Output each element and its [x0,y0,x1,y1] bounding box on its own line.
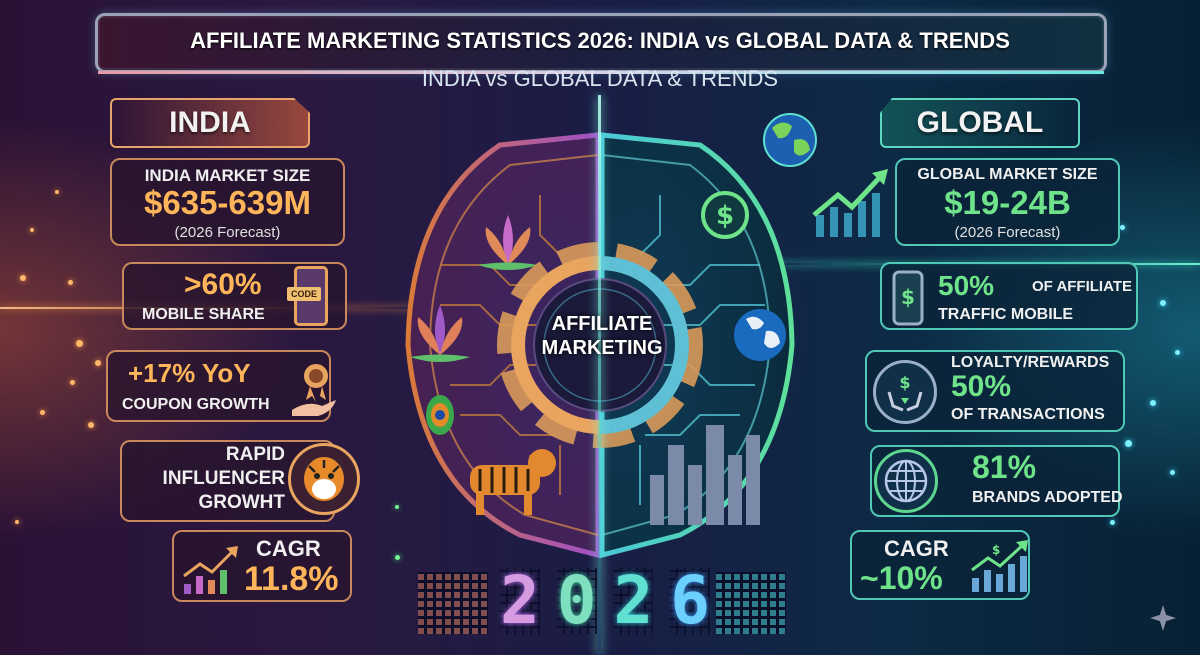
tiger-illustration [470,449,556,515]
center-label: AFFILIATE MARKETING [532,312,672,360]
india-market-size-note: (2026 Forecast) [174,224,281,241]
earth-globe-icon [763,113,817,167]
india-cagr-label: CAGR [256,536,321,561]
india-market-size-value: $635-639M [144,184,311,221]
particle [55,190,59,194]
india-cagr-value: 11.8% [244,560,339,598]
global-brands-value: 81% [972,449,1037,485]
global-loyalty-card: $ LOYALTY/REWARDS 50% OF TRANSACTIONS [865,350,1125,432]
global-mobile-label-a: OF AFFILIATE [1032,278,1132,295]
global-market-size-value: $19-24B [944,184,1071,221]
svg-text:$: $ [716,201,734,231]
particle [1170,470,1175,475]
title-frame [95,13,1107,74]
svg-text:$: $ [899,373,910,392]
page-subtitle: INDIA vs GLOBAL DATA & TRENDS [421,66,779,91]
india-influencer-line2: INFLUENCER [162,468,285,489]
center-label-line2: MARKETING [541,337,663,359]
year-digit: 2 [500,562,540,639]
india-cagr-card: CAGR 11.8% [172,530,352,602]
particle [95,360,101,366]
pixel-decoration-right [716,572,786,634]
phone-coupon-code-icon: CODE [287,266,328,326]
global-market-size-label: GLOBAL MARKET SIZE [917,166,1098,183]
particle [88,422,94,428]
particle [395,505,399,509]
center-divider [598,95,601,655]
particle [76,340,83,347]
lotus-icon [478,215,538,270]
tiger-icon [288,443,360,515]
particle [1125,440,1132,447]
global-loyalty-label: LOYALTY/REWARDS [951,354,1110,371]
india-influencer-line1: RAPID [225,444,285,465]
india-coupon-label: COUPON GROWTH [122,396,270,413]
growth-chart-icon [183,546,238,594]
award-hand-icon [292,364,336,416]
india-market-size-card: INDIA MARKET SIZE $635-639M (2026 Foreca… [110,158,345,246]
particle [1160,300,1166,306]
year-digit: 6 [670,562,710,639]
growth-arrow-icon [812,169,888,237]
svg-text:$: $ [901,285,915,309]
particle [15,520,19,524]
growth-chart-dollar-icon: $ [971,540,1028,592]
pixel-decoration-left [418,572,488,634]
global-cagr-value: ~10% [860,560,943,596]
global-brands-label: BRANDS ADOPTED [972,489,1123,506]
particle [1110,520,1115,525]
year-digit: 2 [613,562,654,639]
global-loyalty-sub: OF TRANSACTIONS [951,406,1105,423]
india-mobile-card: >60% MOBILE SHARE CODE [122,262,347,330]
india-market-size-label: INDIA MARKET SIZE [144,166,311,185]
global-mobile-card: $ 50% OF AFFILIATE TRAFFIC MOBILE [880,262,1138,330]
india-heading: INDIA [110,98,310,148]
global-brands-card: 81% BRANDS ADOPTED [870,445,1123,517]
particle [395,555,400,560]
global-market-size-note: (2026 Forecast) [954,224,1061,241]
india-influencer-line3: GROWHT [198,492,285,513]
year-display: 2 0 2 6 [500,568,710,634]
india-mobile-label: MOBILE SHARE [142,306,265,323]
particle [20,275,26,281]
globe-icon [874,449,938,513]
global-heading: GLOBAL [880,98,1080,148]
particle [68,280,73,285]
central-emblem: $ [405,132,795,559]
global-loyalty-value: 50% [951,370,1012,403]
svg-text:$: $ [992,543,1000,557]
peacock-feather-icon [426,395,454,435]
globe-illustration [734,309,786,361]
dollar-coin-icon: $ [701,191,749,239]
center-label-line1: AFFILIATE [551,313,653,335]
global-mobile-value: 50% [938,270,995,301]
page-title: AFFILIATE MARKETING STATISTICS 2026: IND… [190,28,1010,53]
india-coupon-card: +17% YoY COUPON GROWTH [106,350,336,422]
city-skyline-illustration [650,425,760,525]
india-coupon-value: +17% YoY [128,358,251,388]
phone-dollar-icon: $ [892,270,924,326]
particle [1150,400,1156,406]
particle [1120,225,1125,230]
particle [1175,350,1180,355]
lotus-icon [410,305,470,362]
particle [40,410,45,415]
global-cagr-card: CAGR ~10% $ [850,530,1030,600]
hands-dollar-icon: $ [873,360,937,424]
global-cagr-label: CAGR [884,536,949,561]
global-mobile-label-b: TRAFFIC MOBILE [938,306,1074,323]
particle [70,380,75,385]
particle [30,228,34,232]
global-market-size-card: GLOBAL MARKET SIZE $19-24B (2026 Forecas… [895,158,1120,246]
india-mobile-value: >60% [184,268,262,301]
year-digit: 0 [556,562,597,639]
